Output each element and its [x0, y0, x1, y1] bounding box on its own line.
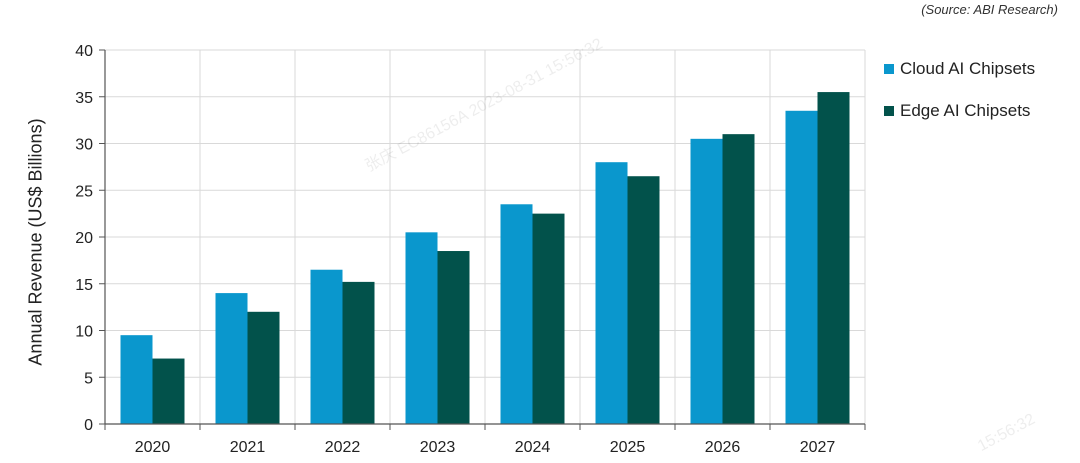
y-tick-label: 10	[75, 324, 93, 341]
bar-edge-2024	[532, 213, 565, 424]
legend-label-cloud: Cloud AI Chipsets	[900, 58, 1036, 78]
x-tick-label: 2022	[325, 439, 361, 456]
bar-edge-2020	[152, 358, 185, 424]
y-tick-label: 20	[75, 230, 93, 247]
bar-edge-2027	[817, 92, 850, 424]
y-tick-label: 40	[75, 43, 93, 60]
x-tick-label: 2021	[230, 439, 266, 456]
bar-edge-2025	[627, 176, 660, 424]
bar-cloud-2025	[595, 162, 628, 424]
y-tick-label: 25	[75, 183, 93, 200]
bar-cloud-2024	[500, 204, 533, 424]
legend-item-edge: Edge AI Chipsets	[884, 100, 1035, 121]
bar-cloud-2027	[785, 110, 818, 425]
y-tick-label: 15	[75, 277, 93, 294]
bar-cloud-2026	[690, 138, 723, 424]
legend-swatch-edge	[884, 105, 894, 116]
x-tick-label: 2027	[800, 439, 836, 456]
legend-label-edge: Edge AI Chipsets	[900, 100, 1031, 120]
y-tick-label: 0	[84, 417, 93, 434]
bar-edge-2023	[437, 251, 470, 424]
source-note: (Source: ABI Research)	[921, 2, 1058, 17]
bar-edge-2022	[342, 281, 375, 424]
x-tick-label: 2020	[135, 439, 171, 456]
x-tick-label: 2025	[610, 439, 646, 456]
axes	[99, 49, 866, 430]
y-tick-label: 5	[84, 370, 93, 387]
y-tick-label: 30	[75, 137, 93, 154]
bars	[120, 92, 850, 425]
bar-edge-2026	[722, 134, 755, 424]
x-tick-label: 2024	[515, 439, 551, 456]
bar-cloud-2023	[405, 232, 438, 424]
grid-lines	[105, 49, 866, 424]
x-tick-label: 2023	[420, 439, 456, 456]
bar-cloud-2022	[310, 269, 343, 424]
bar-cloud-2021	[215, 293, 248, 424]
legend: Cloud AI Chipsets Edge AI Chipsets	[884, 58, 1035, 142]
bar-edge-2021	[247, 311, 280, 424]
legend-swatch-cloud	[884, 63, 894, 74]
x-tick-label: 2026	[705, 439, 741, 456]
legend-item-cloud: Cloud AI Chipsets	[884, 58, 1035, 79]
y-axis-label: Annual Revenue (US$ Billions)	[25, 118, 46, 366]
bar-cloud-2020	[120, 335, 153, 424]
y-tick-label: 35	[75, 90, 93, 107]
